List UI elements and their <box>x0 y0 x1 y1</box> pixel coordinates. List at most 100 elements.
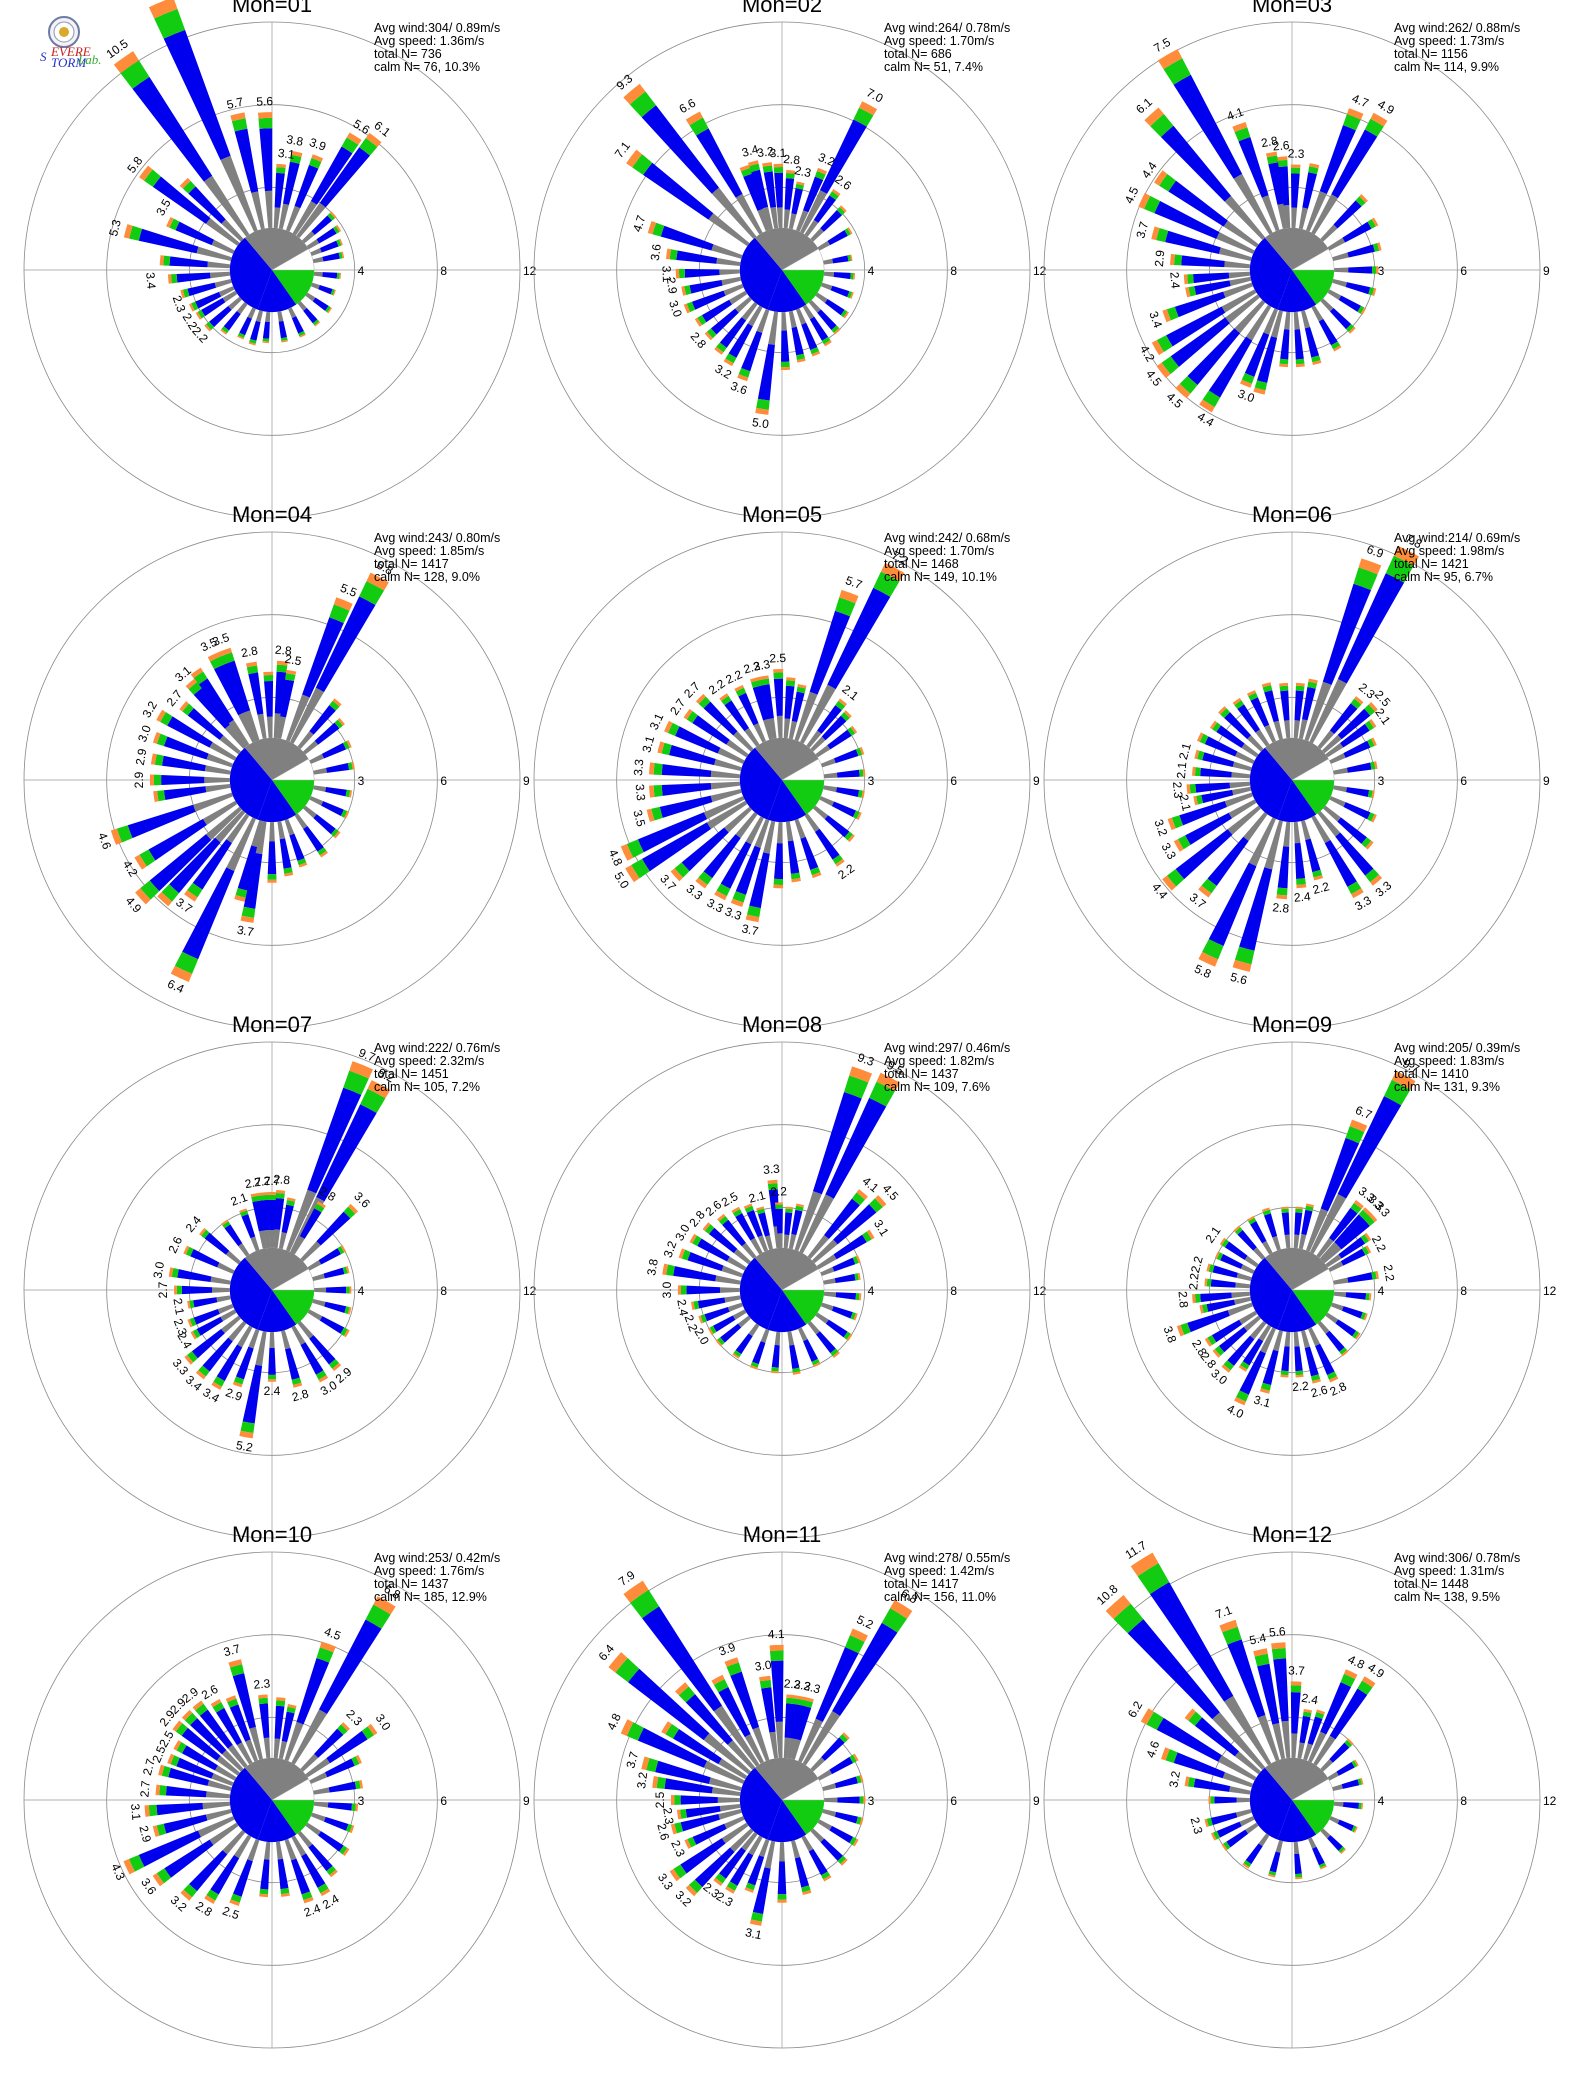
wind-bar-segment <box>673 1864 687 1879</box>
wind-bar-segment <box>167 274 172 284</box>
panel-info-line: Avg speed: 2.32m/s <box>374 1054 484 1068</box>
wind-bar-segment <box>1307 681 1318 689</box>
wind-bar-segment <box>1333 200 1362 229</box>
wind-bar-segment <box>852 1256 859 1265</box>
wind-bar-segment <box>234 128 259 193</box>
wind-bar-segment <box>258 1697 268 1705</box>
wind-rose-3: 3 6 97.56.1 4.14.44.53.72.92.43.44.24.54.54… <box>1043 0 1550 519</box>
bar-value-label: 2.2 <box>770 1184 787 1199</box>
wind-bar-segment <box>769 1731 779 1759</box>
wind-bar-segment <box>1337 1219 1370 1250</box>
wind-bar-segment <box>327 212 335 221</box>
wind-bar-segment <box>123 1858 135 1875</box>
wind-bar-segment <box>280 679 295 718</box>
wind-bar-segment <box>664 1778 713 1794</box>
wind-bar-segment <box>1294 1212 1303 1236</box>
wind-bar-segment <box>1173 839 1184 852</box>
wind-bar-segment <box>123 224 133 239</box>
bar-value-label: 7.1 <box>612 139 633 161</box>
wind-bar-segment <box>698 696 711 709</box>
wind-bar-segment <box>199 1227 207 1236</box>
wind-bar-segment <box>1320 224 1338 242</box>
wind-bar-segment <box>1204 736 1238 757</box>
wind-bar-segment <box>1260 1382 1272 1391</box>
wind-bar-segment <box>713 1315 736 1332</box>
wind-bar-segment <box>1234 1751 1261 1775</box>
wind-bar-segment <box>140 880 160 900</box>
wind-bar-segment <box>342 741 350 750</box>
wind-bar-segment <box>847 227 853 235</box>
wind-bar-segment <box>159 255 165 266</box>
wind-bar-segment <box>211 239 235 254</box>
bar-value-label: 3.2 <box>1166 1770 1183 1789</box>
panel-info-line: calm N= 149, 10.1% <box>884 570 997 584</box>
wind-bar-segment <box>301 1891 313 1901</box>
wind-bar-segment <box>740 167 752 177</box>
center-slice-blue <box>1249 1257 1292 1330</box>
panel-info-line: Avg speed: 1.76m/s <box>374 1564 484 1578</box>
wind-bar-segment <box>214 1765 237 1781</box>
wind-bar-segment <box>225 1695 237 1703</box>
wind-bar-segment <box>715 1339 723 1347</box>
bar-value-label: 2.8 <box>290 1386 310 1404</box>
wind-bar-segment <box>670 1794 675 1806</box>
wind-bar-segment <box>770 1370 779 1374</box>
wind-bar-segment <box>259 128 273 192</box>
wind-bar-segment <box>1159 173 1176 192</box>
wind-bar-segment <box>181 1285 213 1295</box>
wind-bar-segment <box>1329 307 1352 330</box>
wind-bar-segment <box>1260 1327 1276 1354</box>
wind-bar-segment <box>717 1337 725 1346</box>
wind-bar-segment <box>813 1362 821 1368</box>
wind-bar-segment <box>685 1884 698 1897</box>
wind-bar-segment <box>1279 685 1289 692</box>
wind-bar-segment <box>333 831 341 839</box>
wind-bar-segment <box>735 193 763 235</box>
wind-bar-segment <box>203 175 250 237</box>
wind-bar-segment <box>155 1784 161 1796</box>
bar-value-label: 6.9 <box>1365 542 1386 561</box>
bar-value-label: 4.8 <box>604 1711 624 1732</box>
wind-bar-segment <box>316 227 337 244</box>
wind-bar-segment <box>343 1070 369 1095</box>
panel-info-line: Avg speed: 1.83m/s <box>1394 1054 1504 1068</box>
wind-bar-segment <box>1218 706 1227 715</box>
wind-bar-segment <box>367 1080 391 1099</box>
center-slice-gray <box>1264 227 1329 270</box>
bar-value-label: 2.1 <box>747 1188 767 1206</box>
wind-bar-segment <box>820 282 833 291</box>
wind-bar-segment <box>823 1291 837 1298</box>
wind-bar-segment <box>770 1660 784 1722</box>
wind-bar-segment <box>1371 737 1377 746</box>
wind-bar-segment <box>262 321 270 339</box>
wind-bar-segment <box>1364 704 1376 716</box>
wind-bar-segment <box>753 723 766 743</box>
wind-bar-segment <box>276 1697 286 1702</box>
wind-bar-segment <box>173 1740 182 1751</box>
wind-bar-segment <box>1368 1293 1372 1301</box>
wind-bar-segment <box>788 721 798 740</box>
wind-bar-segment <box>1279 358 1289 365</box>
bar-value-label: 2.4 <box>264 1384 281 1398</box>
wind-bar-segment <box>745 816 764 845</box>
wind-bar-segment <box>717 1213 726 1222</box>
wind-bar-segment <box>678 268 686 279</box>
wind-bar-segment <box>315 596 376 693</box>
wind-bar-segment <box>777 1861 787 1895</box>
wind-bar-segment <box>849 1754 857 1764</box>
wind-bar-segment <box>224 1224 243 1247</box>
wind-bar-segment <box>626 839 644 858</box>
wind-bar-segment <box>1176 1324 1185 1337</box>
wind-bar-segment <box>714 890 727 901</box>
wind-bar-segment <box>1210 1832 1217 1841</box>
wind-bar-segment <box>250 1192 260 1198</box>
wind-bar-segment <box>839 1734 848 1743</box>
bar-value-label: 2.2 <box>1369 1233 1389 1255</box>
wind-bar-segment <box>1346 1738 1354 1746</box>
bar-value-label: 3.0 <box>754 1658 773 1674</box>
wind-bar-segment <box>191 1328 225 1359</box>
wind-bar-segment <box>1375 1270 1379 1280</box>
wind-bar-segment <box>745 914 760 923</box>
wind-bar-segment <box>1181 255 1225 268</box>
center-slice-green <box>1292 1290 1335 1325</box>
